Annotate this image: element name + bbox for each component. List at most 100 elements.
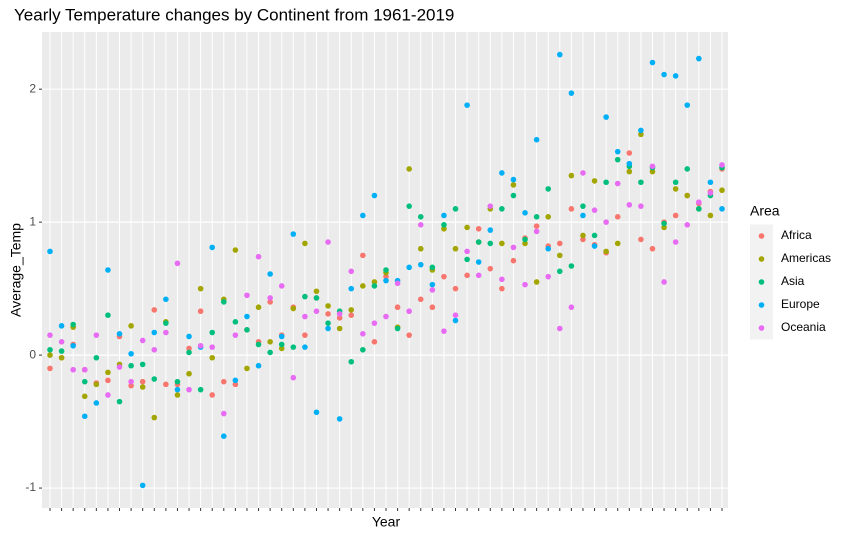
data-point xyxy=(105,392,111,398)
data-point xyxy=(696,199,702,205)
data-point xyxy=(429,264,436,271)
data-point xyxy=(325,239,331,245)
data-point xyxy=(441,221,447,228)
legend-marker xyxy=(758,256,765,262)
data-point xyxy=(487,265,494,272)
data-point xyxy=(70,366,76,373)
data-point xyxy=(510,182,517,188)
data-point xyxy=(568,263,575,269)
data-point xyxy=(116,331,123,337)
data-point xyxy=(406,166,412,172)
data-point xyxy=(394,325,401,332)
legend-marker xyxy=(758,302,765,308)
data-point xyxy=(464,272,470,279)
data-point xyxy=(661,71,667,78)
data-point xyxy=(209,344,216,350)
data-point xyxy=(661,279,667,285)
data-point xyxy=(81,366,88,373)
data-point xyxy=(661,220,667,227)
data-point xyxy=(649,245,656,252)
data-point xyxy=(209,244,216,251)
data-point xyxy=(325,311,331,317)
data-point xyxy=(220,378,227,385)
data-point xyxy=(464,256,470,263)
data-point xyxy=(394,304,401,311)
data-point xyxy=(499,240,505,247)
data-point xyxy=(163,296,169,303)
data-point xyxy=(151,307,158,313)
data-point xyxy=(139,378,146,385)
data-point xyxy=(348,285,355,292)
data-point xyxy=(186,386,192,393)
data-point xyxy=(93,400,100,406)
data-point xyxy=(510,257,517,264)
y-axis-label: Average_Temp xyxy=(8,223,24,317)
data-point xyxy=(417,245,424,252)
data-point xyxy=(452,245,459,252)
data-point xyxy=(614,180,621,187)
data-point xyxy=(116,398,123,405)
data-point xyxy=(128,323,134,329)
data-point xyxy=(626,160,633,167)
data-point xyxy=(313,288,320,295)
legend-label: Americas xyxy=(781,251,831,265)
data-point xyxy=(672,186,679,192)
data-point xyxy=(197,308,204,315)
data-point xyxy=(360,283,366,289)
data-point xyxy=(406,308,412,315)
data-point xyxy=(464,224,470,231)
data-point xyxy=(533,214,540,220)
data-point xyxy=(603,219,609,225)
data-point xyxy=(406,332,412,338)
data-point xyxy=(383,267,389,273)
data-point xyxy=(220,299,227,305)
data-point xyxy=(244,365,250,372)
data-point xyxy=(499,285,505,292)
data-point xyxy=(649,168,656,175)
data-point xyxy=(649,59,656,66)
data-point xyxy=(325,320,331,326)
data-point xyxy=(255,253,262,260)
data-point xyxy=(244,292,250,299)
data-point xyxy=(684,192,691,199)
data-point xyxy=(278,345,285,352)
data-point xyxy=(244,313,250,320)
data-point xyxy=(452,285,459,292)
data-point xyxy=(499,170,505,176)
data-point xyxy=(244,327,250,333)
data-point xyxy=(417,214,424,220)
data-point xyxy=(464,248,470,255)
data-point xyxy=(638,236,644,243)
data-point xyxy=(696,55,702,62)
data-point xyxy=(556,51,563,58)
data-point xyxy=(603,114,609,120)
data-point xyxy=(684,166,691,172)
data-point xyxy=(302,293,308,300)
data-point xyxy=(313,308,320,315)
data-point xyxy=(336,315,343,321)
data-point xyxy=(58,323,65,329)
data-point xyxy=(626,202,633,208)
data-point xyxy=(383,273,389,280)
data-point xyxy=(290,374,297,381)
chart-title: Yearly Temperature changes by Continent … xyxy=(14,5,454,24)
data-point xyxy=(568,304,575,311)
data-point xyxy=(522,240,528,247)
data-point xyxy=(163,381,169,388)
data-point xyxy=(591,178,598,184)
data-point xyxy=(591,243,598,249)
data-point xyxy=(232,377,239,384)
data-point xyxy=(568,172,575,179)
data-point xyxy=(672,179,679,186)
data-point xyxy=(371,283,378,289)
data-point xyxy=(105,312,111,319)
data-point xyxy=(487,227,494,233)
data-point xyxy=(360,212,366,219)
data-point xyxy=(174,386,181,393)
data-point xyxy=(672,73,679,79)
y-tick-label: 1 xyxy=(29,214,36,228)
data-point xyxy=(209,354,216,361)
data-point xyxy=(151,346,158,353)
data-point xyxy=(93,381,100,388)
data-point xyxy=(672,212,679,219)
